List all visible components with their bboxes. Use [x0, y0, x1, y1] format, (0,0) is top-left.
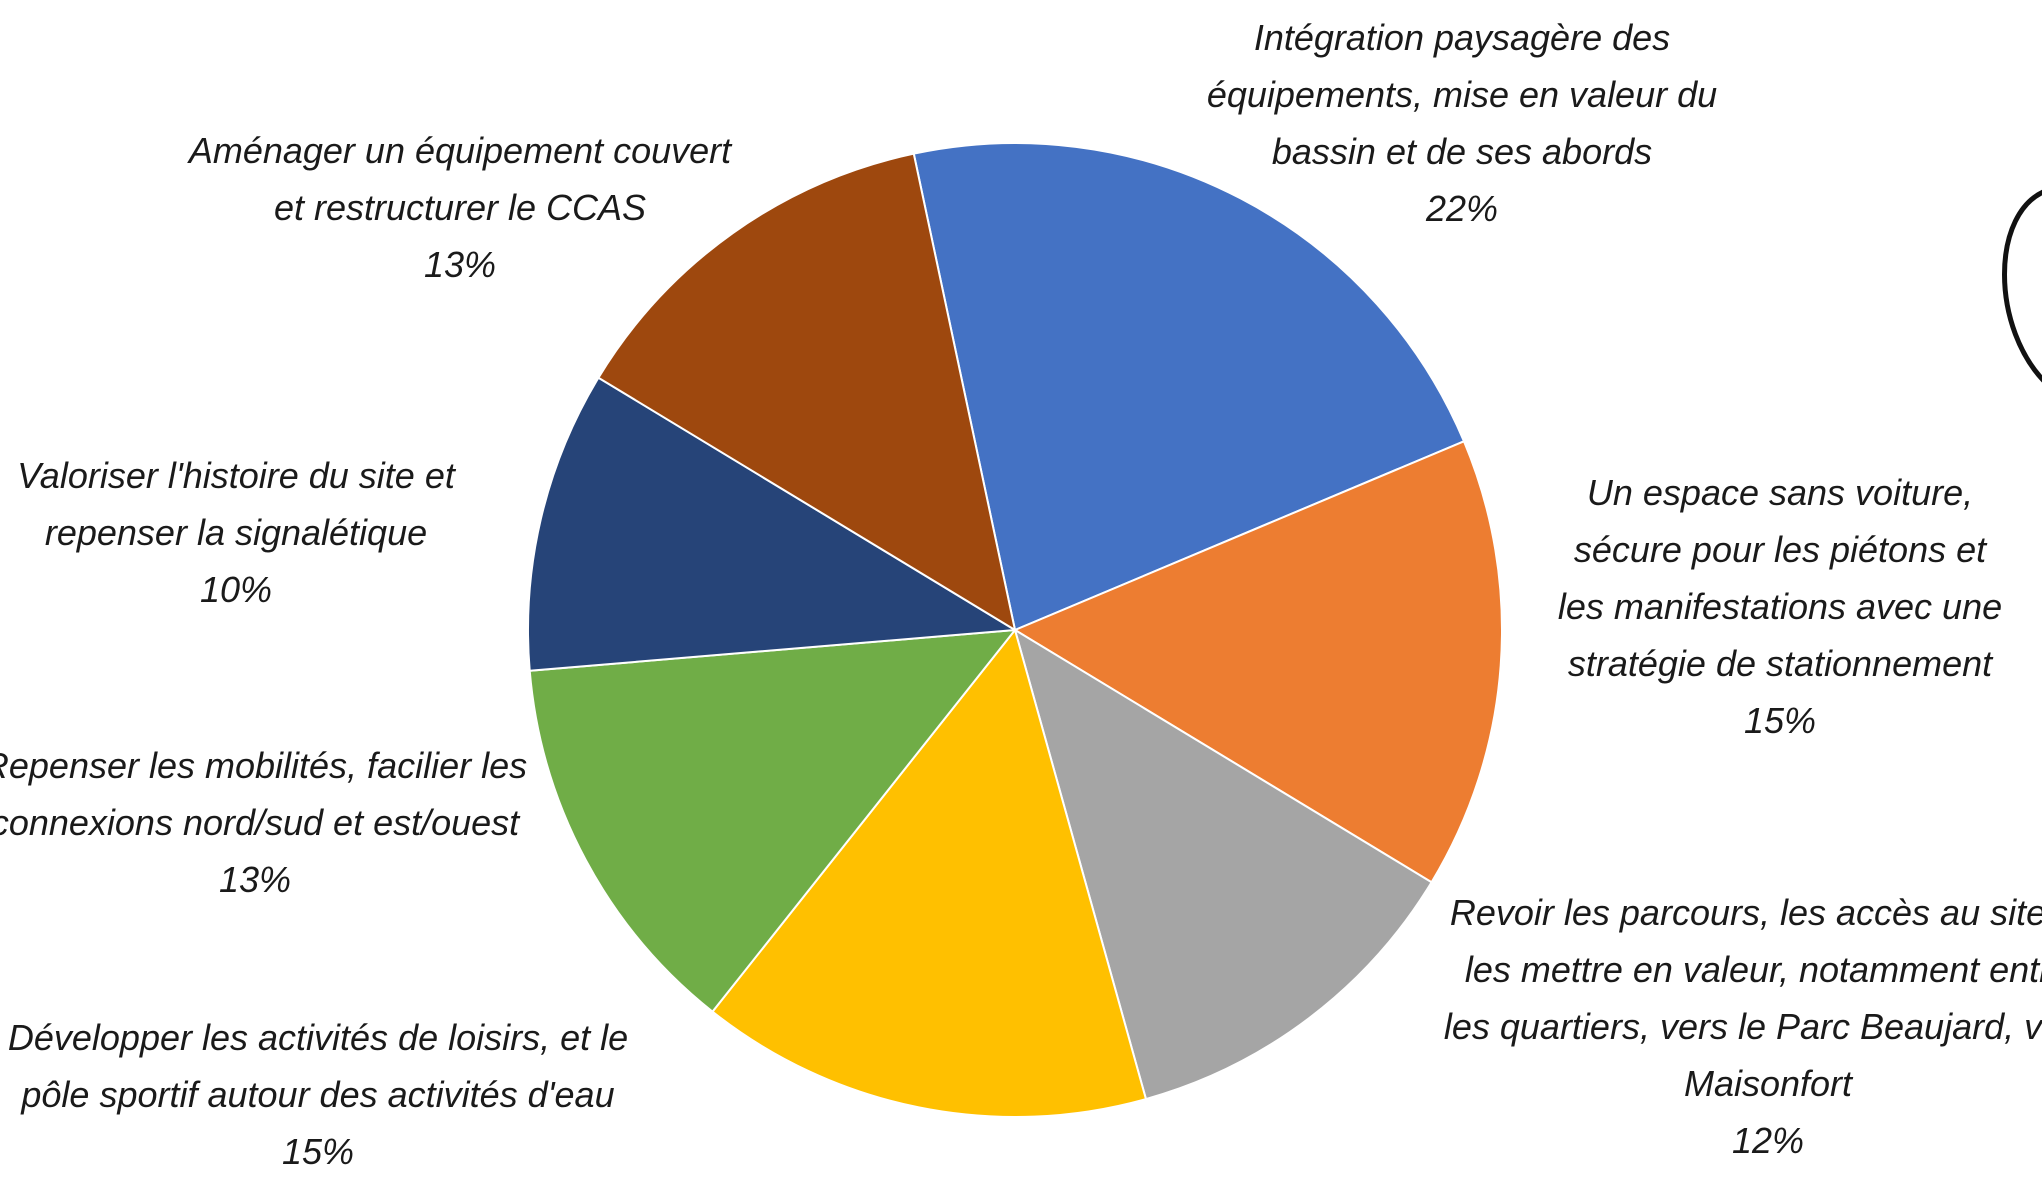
slice-labels: Intégration paysagère des équipements, mi…: [0, 17, 2042, 1172]
slice-percent-label-6: 10%: [200, 569, 272, 610]
slice-percent-label-7: 13%: [424, 244, 496, 285]
slice-label-line: les mettre en valeur, notamment entre: [1465, 949, 2042, 990]
pie-slices: [527, 142, 1503, 1118]
slice-label-line: équipements, mise en valeur du: [1207, 74, 1717, 115]
slice-percent-label-4: 15%: [282, 1131, 354, 1172]
slice-percent-label-2: 15%: [1744, 700, 1816, 741]
pie-slice-1: [912, 142, 1466, 632]
slice-label-line: repenser la signalétique: [45, 512, 427, 553]
slice-label-line: Intégration paysagère des: [1254, 17, 1670, 58]
slice-percent-label-1: 22%: [1425, 188, 1498, 229]
slice-label-line: stratégie de stationnement: [1568, 643, 1994, 684]
slice-label-line: Développer les activités de loisirs, et …: [8, 1017, 628, 1058]
slice-label-line: Un espace sans voiture,: [1587, 472, 1973, 513]
pie-slice-2: [1012, 439, 1503, 884]
slice-label-line: Revoir les parcours, les accès au site e…: [1450, 892, 2042, 933]
pie-slice-4: [711, 627, 1148, 1118]
slice-label-line: et restructurer le CCAS: [274, 187, 646, 228]
slice-label-6: Valoriser l'histoire du site et repenser …: [17, 455, 457, 610]
pie-slice-6: [527, 376, 1019, 672]
slice-label-line: Repenser les mobilités, facilier les: [0, 745, 527, 786]
slice-percent-label-5: 13%: [219, 859, 291, 900]
pie-slice-7: [597, 152, 1017, 633]
slice-label-line: bassin et de ses abords: [1272, 131, 1652, 172]
decorative-arc: [2002, 190, 2042, 383]
slice-label-line: Valoriser l'histoire du site et: [17, 455, 457, 496]
pie-slice-3: [1013, 627, 1433, 1101]
slice-label-line: connexions nord/sud et est/ouest: [0, 802, 521, 843]
slice-label-line: pôle sportif autour des activités d'eau: [20, 1074, 614, 1115]
slice-label-1: Intégration paysagère des équipements, mi…: [1207, 17, 1717, 229]
slice-label-line: Maisonfort: [1684, 1063, 1854, 1104]
slice-label-4: Développer les activités de loisirs, et …: [8, 1017, 628, 1172]
slice-label-line: sécure pour les piétons et: [1574, 529, 1988, 570]
slice-label-line: Aménager un équipement couvert: [187, 130, 733, 171]
slice-label-2: Un espace sans voiture, sécure pour les p…: [1558, 472, 2002, 741]
slice-label-line: les quartiers, vers le Parc Beaujard, ve…: [1444, 1006, 2042, 1047]
pie-slice-5: [528, 628, 1018, 1014]
slice-label-line: les manifestations avec une: [1558, 586, 2002, 627]
slice-label-7: Aménager un équipement couvert et restruc…: [187, 130, 733, 285]
slice-label-5: Repenser les mobilités, facilier les conn…: [0, 745, 527, 900]
slice-label-3: Revoir les parcours, les accès au site e…: [1444, 892, 2042, 1161]
slice-percent-label-3: 12%: [1732, 1120, 1804, 1161]
